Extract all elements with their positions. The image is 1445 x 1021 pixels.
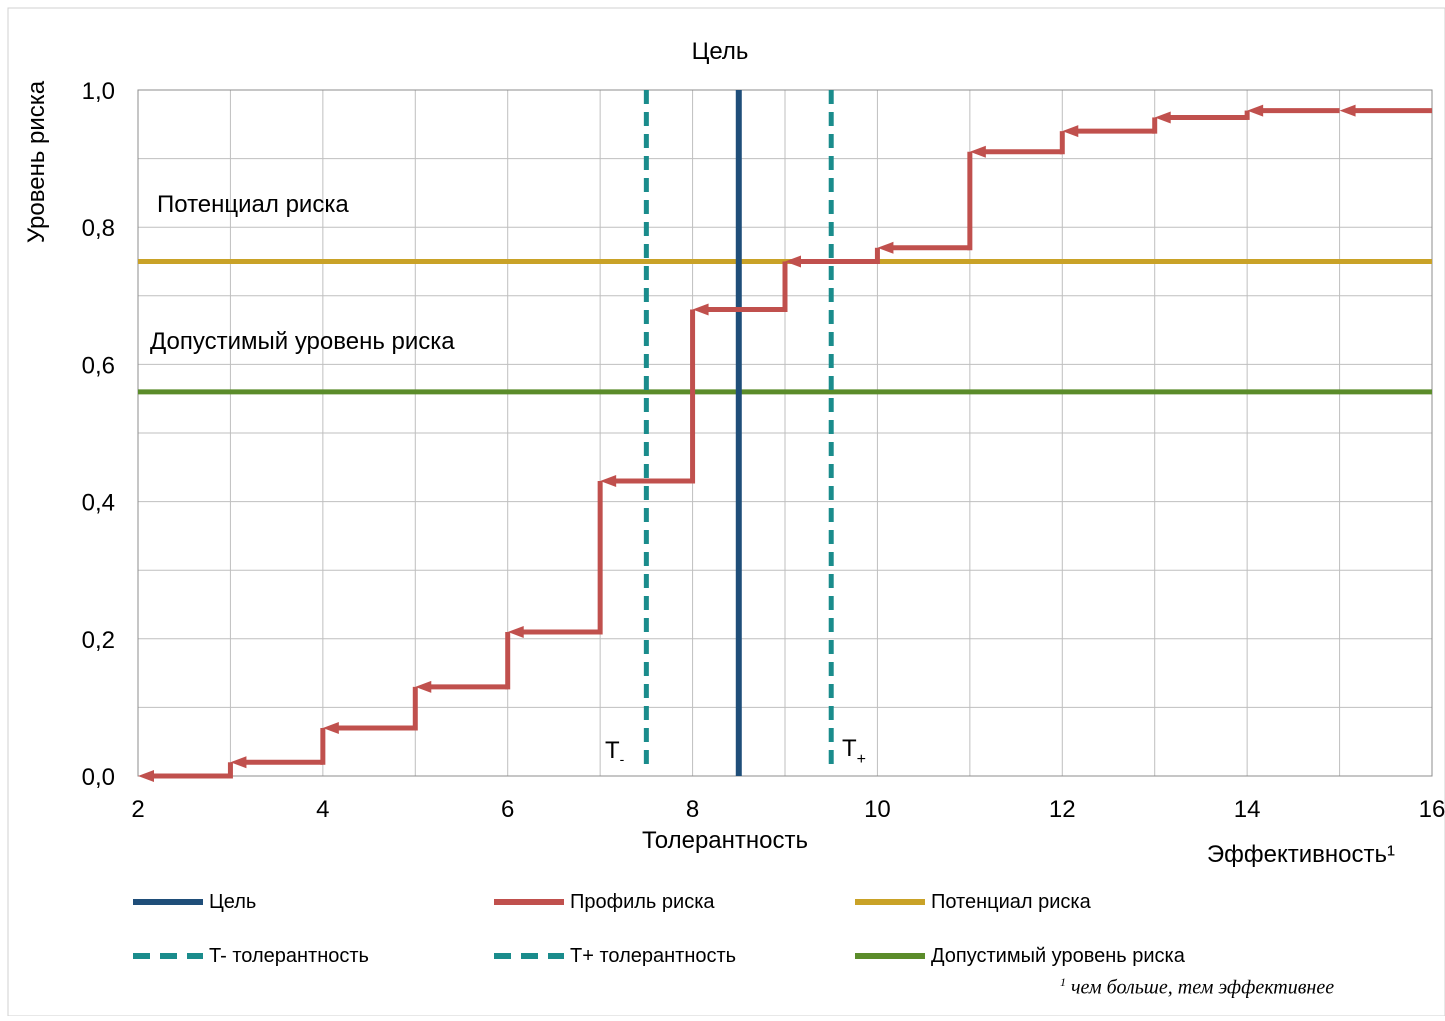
y-tick-label: 1,0 bbox=[82, 78, 115, 105]
risk-step-arrow bbox=[1247, 104, 1264, 117]
legend-label-t-plus: T+ толерантность bbox=[570, 944, 737, 967]
y-tick-label: 0,8 bbox=[82, 215, 115, 242]
footnote-marker: 1 bbox=[1060, 975, 1066, 989]
outer-frame bbox=[7, 7, 1445, 1017]
y-axis-title: Уровень риска bbox=[23, 80, 50, 243]
risk-step-arrow bbox=[600, 475, 617, 488]
legend-swatch-t-plus bbox=[494, 953, 564, 959]
x-axis-secondary-title: Эффективность¹ bbox=[1207, 841, 1395, 868]
risk-step-arrow bbox=[1062, 125, 1079, 138]
risk-step-arrow bbox=[1339, 104, 1356, 117]
legend-swatch-risk-potential bbox=[855, 899, 925, 905]
y-tick-label: 0,6 bbox=[82, 352, 115, 379]
plot-area bbox=[137, 89, 1433, 777]
risk-step-arrow bbox=[877, 241, 894, 254]
annotation-risk-potential: Потенциал риска bbox=[157, 191, 349, 218]
legend-swatch-t-minus bbox=[133, 953, 203, 959]
risk-step-arrow bbox=[1154, 111, 1171, 124]
risk-profile-series bbox=[138, 104, 1432, 782]
legend-item-risk-profile: Профиль риска bbox=[494, 888, 715, 916]
x-tick-label: 2 bbox=[131, 796, 144, 823]
x-tick-label: 6 bbox=[501, 796, 514, 823]
footnote: 1 чем больше, тем эффективнее bbox=[1060, 975, 1334, 1000]
legend-item-acceptable-risk: Допустимый уровень риска bbox=[855, 942, 1185, 970]
risk-step-arrow bbox=[322, 721, 339, 734]
chart-title: Цель bbox=[692, 38, 749, 65]
legend-item-t-plus: T+ толерантность bbox=[494, 942, 736, 970]
risk-step-arrow bbox=[692, 303, 709, 316]
x-tick-label: 8 bbox=[686, 796, 699, 823]
legend-label-goal: Цель bbox=[209, 890, 257, 913]
legend-swatch-risk-profile bbox=[494, 899, 564, 905]
risk-step-arrow bbox=[415, 680, 432, 693]
legend-label-t-minus: T- толерантность bbox=[209, 944, 369, 967]
y-tick-label: 0,2 bbox=[82, 627, 115, 654]
legend-label-risk-profile: Профиль риска bbox=[570, 890, 715, 913]
risk-step-arrow bbox=[138, 770, 154, 782]
legend-swatch-acceptable-risk bbox=[855, 953, 925, 959]
x-axis-title: Толерантность bbox=[642, 827, 808, 854]
x-tick-label: 12 bbox=[1049, 796, 1076, 823]
y-tick-label: 0,0 bbox=[82, 764, 115, 791]
risk-step-arrow bbox=[969, 145, 986, 158]
legend-label-acceptable-risk: Допустимый уровень риска bbox=[931, 944, 1185, 967]
risk-step-arrow bbox=[230, 756, 247, 769]
risk-step-arrow bbox=[785, 255, 801, 268]
x-tick-label: 16 bbox=[1419, 796, 1445, 823]
legend-label-risk-potential: Потенциал риска bbox=[931, 890, 1091, 913]
annotation-acceptable-risk: Допустимый уровень риска bbox=[150, 328, 455, 355]
x-tick-label: 14 bbox=[1234, 796, 1261, 823]
annotation-t-plus-sub: + bbox=[857, 751, 866, 768]
risk-step-arrow bbox=[507, 625, 524, 638]
x-tick-label: 10 bbox=[864, 796, 891, 823]
x-tick-label: 4 bbox=[316, 796, 329, 823]
legend-swatch-goal bbox=[133, 899, 203, 905]
footnote-text: чем больше, тем эффективнее bbox=[1071, 976, 1335, 999]
legend-item-goal: Цель bbox=[133, 888, 256, 916]
legend-item-risk-potential: Потенциал риска bbox=[855, 888, 1091, 916]
annotation-t-minus-sub: - bbox=[620, 751, 625, 767]
legend-item-t-minus: T- толерантность bbox=[133, 942, 369, 970]
y-tick-label: 0,4 bbox=[82, 490, 115, 517]
grid-lines bbox=[137, 89, 1433, 777]
